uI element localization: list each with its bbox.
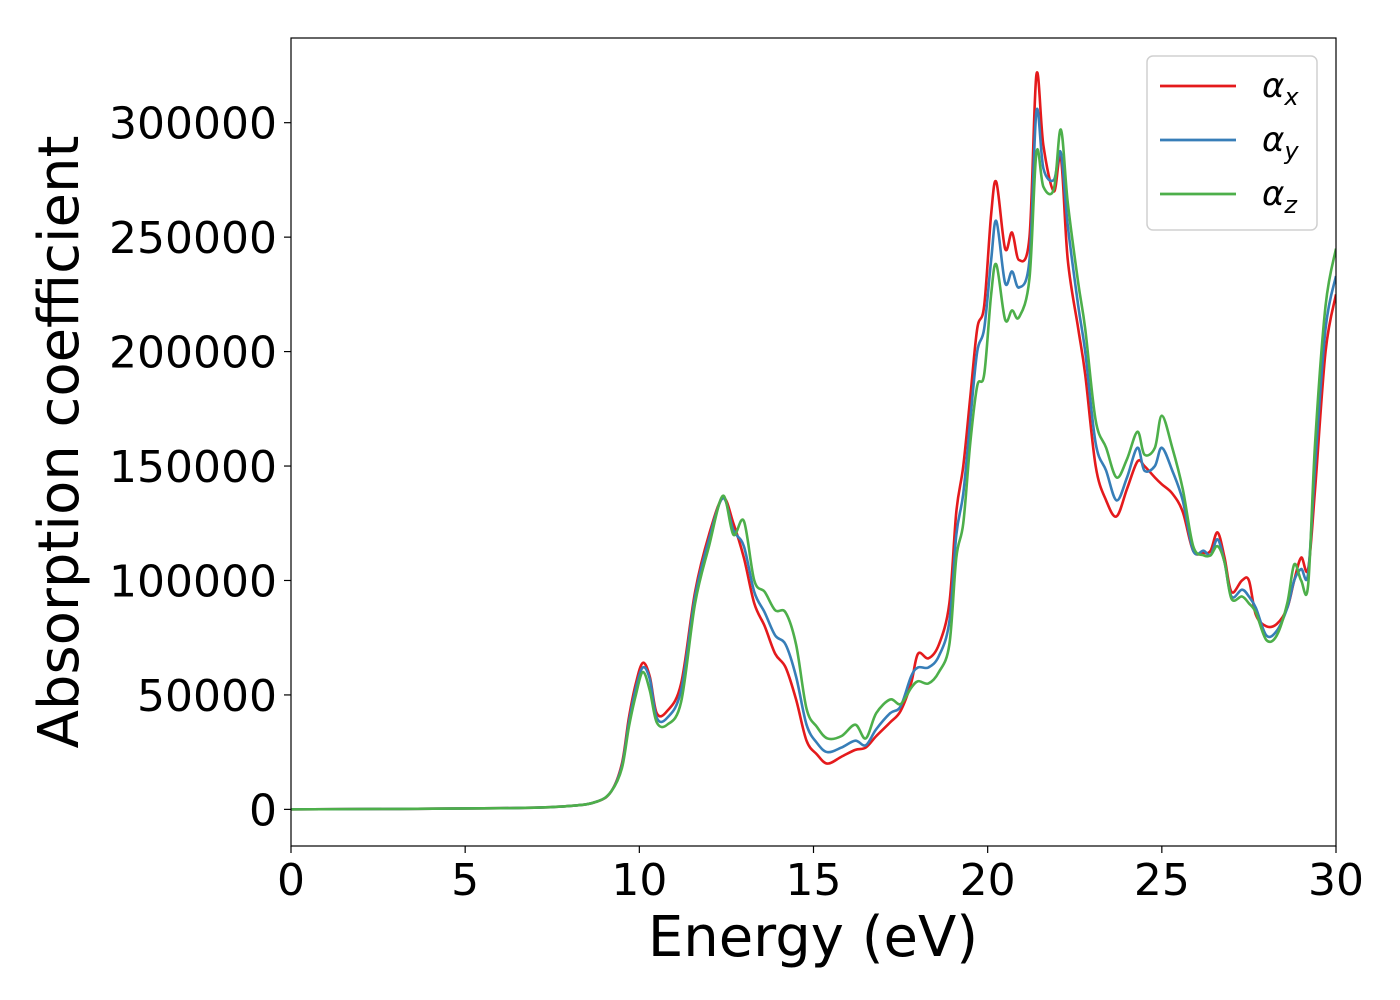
legend-symbol: α	[1262, 120, 1284, 160]
x-tick-label: 30	[1308, 855, 1364, 906]
legend-subscript: x	[1283, 83, 1299, 111]
y-tick-label: 300000	[109, 99, 277, 150]
y-tick-label: 200000	[109, 328, 277, 379]
legend-symbol: α	[1262, 66, 1284, 106]
x-tick-label: 10	[611, 855, 667, 906]
x-tick-label: 0	[277, 855, 305, 906]
x-tick-label: 25	[1134, 855, 1190, 906]
series-line-y	[291, 107, 1336, 811]
legend-label-z: αz	[1262, 174, 1298, 219]
x-axis: 0 5 10 15 20 25 30	[277, 846, 1364, 906]
legend-subscript: y	[1283, 137, 1299, 165]
legend-subscript: z	[1283, 191, 1298, 219]
y-tick-label: 0	[249, 785, 277, 836]
x-tick-label: 5	[451, 855, 479, 906]
series-layer	[291, 71, 1336, 811]
legend-symbol: α	[1262, 174, 1284, 214]
y-axis: 0 50000 100000 150000 200000 250000 300000	[109, 99, 291, 836]
x-tick-label: 20	[960, 855, 1016, 906]
y-tick-label: 50000	[137, 671, 277, 722]
legend-box	[1146, 55, 1318, 231]
y-tick-label: 150000	[109, 442, 277, 493]
series-line-z	[291, 128, 1336, 811]
y-axis-title: Absorption coefficient	[27, 136, 92, 749]
legend-label-y: αy	[1262, 120, 1299, 165]
legend-label-x: αx	[1262, 66, 1299, 111]
y-tick-label: 100000	[109, 556, 277, 607]
x-tick-label: 15	[786, 855, 842, 906]
y-tick-label: 250000	[109, 213, 277, 264]
x-axis-title: Energy (eV)	[648, 905, 978, 970]
